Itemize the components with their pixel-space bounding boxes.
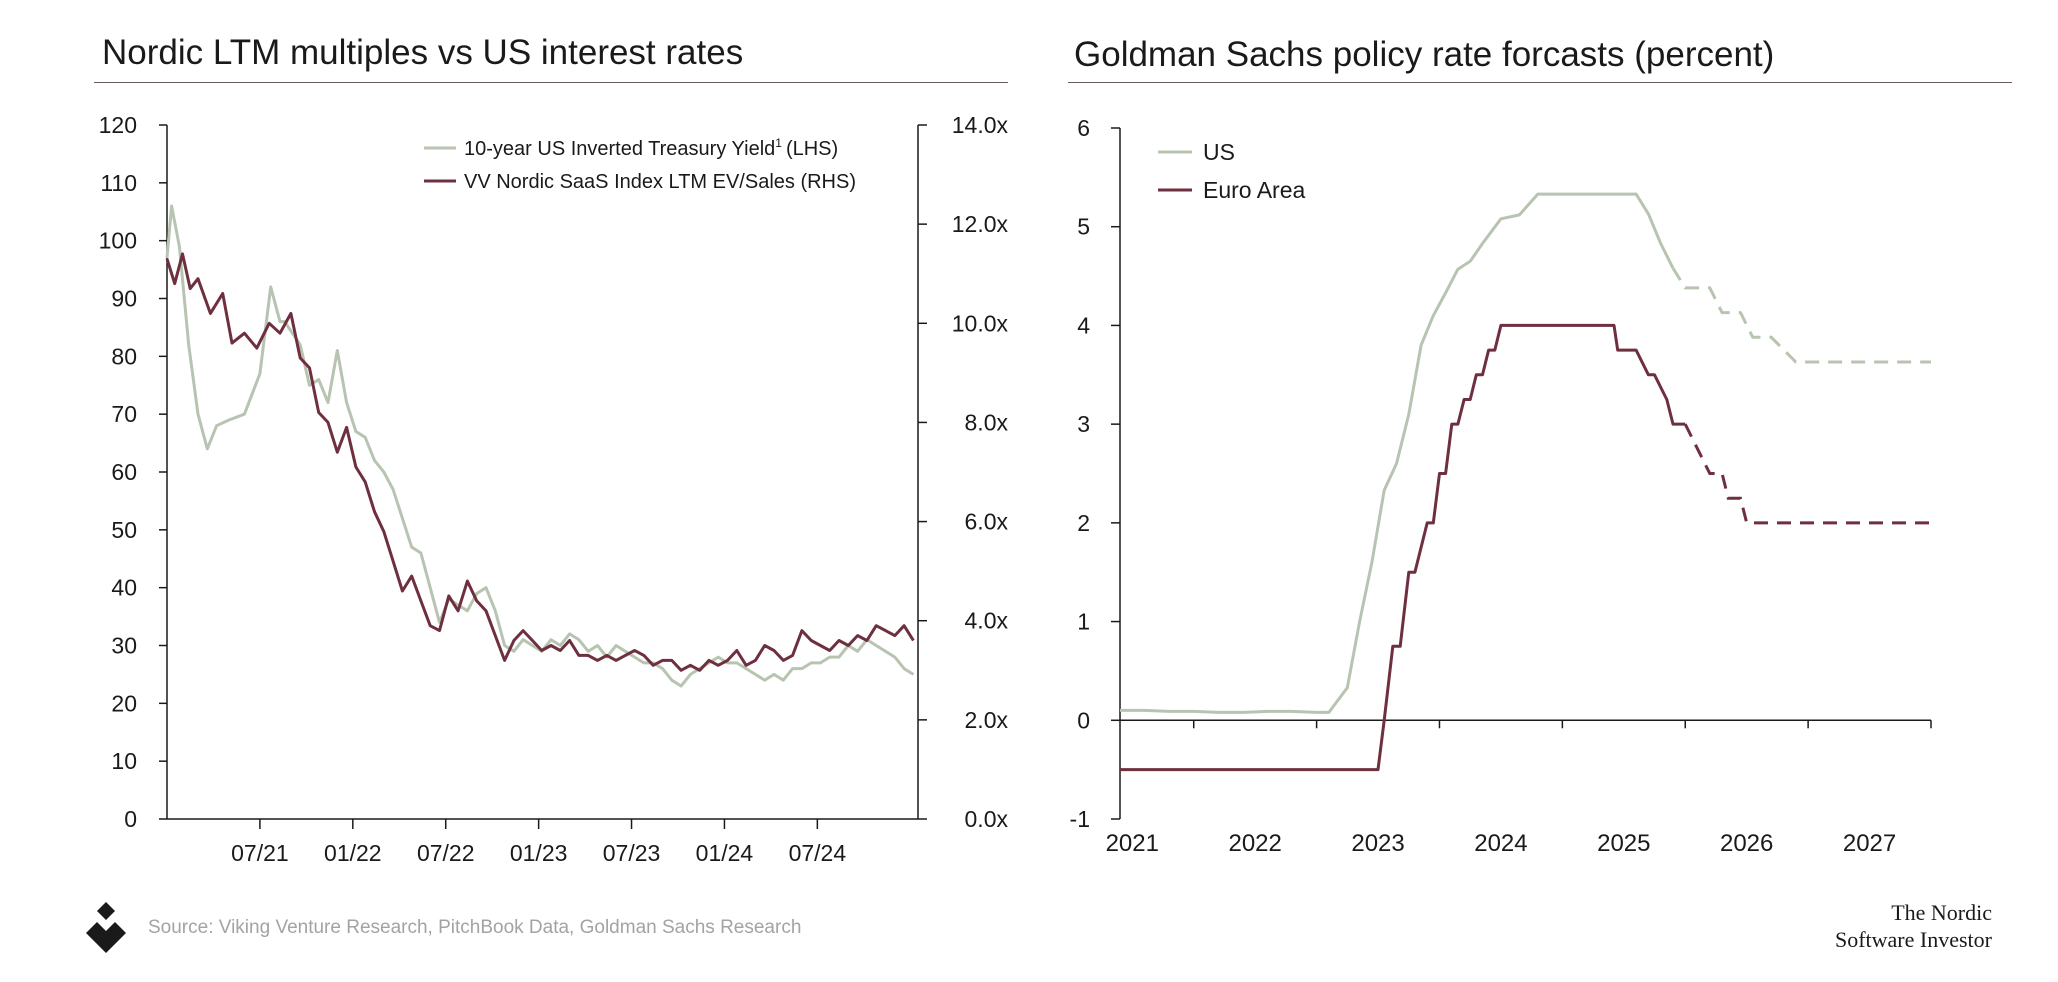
policy-x-tick-label: 2026 (1720, 830, 1773, 857)
source-note: Source: Viking Venture Research, PitchBo… (148, 917, 802, 938)
us-policy-rate-actual-line (1120, 192, 1675, 714)
policy-x-tick-label: 2027 (1843, 830, 1896, 857)
legend-label-us: US (1203, 139, 1235, 165)
left-y-tick-label: 70 (111, 401, 137, 427)
right-y-tick-label: 0.0x (965, 806, 1009, 832)
policy-y-tick-label: 0 (1077, 707, 1090, 733)
x-tick-label: 01/24 (696, 840, 754, 866)
right-y-tick-label: 6.0x (965, 509, 1009, 535)
brand-wordmark: The Nordic Software Investor (1835, 899, 1992, 953)
policy-y-tick-label: -1 (1070, 806, 1090, 832)
x-tick-label: 07/23 (603, 840, 661, 866)
policy-y-tick-label: 2 (1077, 510, 1090, 536)
left-y-tick-label: 40 (111, 575, 137, 601)
left-title-rule (94, 82, 1008, 83)
policy-y-tick-label: 1 (1077, 609, 1090, 635)
left-y-tick-label: 90 (111, 286, 137, 312)
right-title-rule (1068, 82, 2012, 83)
x-tick-label: 01/22 (324, 840, 382, 866)
right-chart: -1 0 1 2 3 4 5 6 2021 2022 2023 2024 2025 2026 2027 US E… (1070, 115, 1932, 857)
left-y-tick-label: 120 (99, 112, 137, 138)
x-tick-label: 07/24 (789, 840, 847, 866)
euro-area-policy-rate-actual-line (1120, 323, 1686, 772)
left-y-tick-label: 110 (100, 170, 137, 196)
policy-x-tick-label: 2023 (1351, 830, 1404, 857)
right-y-tick-label: 10.0x (952, 310, 1009, 336)
left-y-tick-label: 30 (111, 633, 137, 659)
legend-us-text: 10-year US Inverted Treasury Yield (464, 138, 775, 160)
us-policy-rate-forecast-line (1671, 267, 1931, 364)
legend-label-euro-area: Euro Area (1203, 177, 1305, 203)
left-chart-title: Nordic LTM multiples vs US interest rate… (102, 33, 744, 72)
right-chart-title: Goldman Sachs policy rate forcasts (perc… (1074, 35, 1775, 74)
policy-x-tick-label: 2024 (1474, 830, 1527, 857)
left-y-tick-label: 80 (111, 343, 137, 369)
left-y-tick-label: 20 (111, 690, 137, 716)
legend-us-suffix: (LHS) (786, 138, 838, 160)
viking-logo-icon (86, 902, 126, 953)
left-y-tick-label: 10 (111, 748, 137, 774)
nordic-saas-multiple-line (165, 252, 915, 672)
x-tick-label: 01/23 (510, 840, 568, 866)
left-y-tick-label: 100 (99, 228, 137, 254)
brand-line-1: The Nordic (1891, 900, 1992, 925)
left-y-tick-label: 60 (111, 459, 137, 485)
policy-y-tick-label: 6 (1077, 115, 1090, 141)
x-tick-label: 07/22 (417, 840, 475, 866)
legend-us-footnote: 1 (775, 136, 782, 150)
right-y-tick-label: 8.0x (965, 409, 1009, 435)
policy-x-tick-label: 2025 (1597, 830, 1650, 857)
right-y-tick-label: 12.0x (952, 211, 1009, 237)
policy-y-tick-label: 5 (1077, 214, 1090, 240)
brand-line-2: Software Investor (1834, 927, 1992, 952)
right-y-tick-label: 14.0x (952, 112, 1009, 138)
legend-label-nordic-saas: VV Nordic SaaS Index LTM EV/Sales (RHS) (464, 171, 856, 193)
x-tick-label: 07/21 (231, 840, 289, 866)
right-y-tick-label: 4.0x (965, 608, 1009, 634)
legend-label-us-yield: 10-year US Inverted Treasury Yield1 (LHS) (464, 136, 838, 160)
policy-y-tick-label: 4 (1077, 312, 1090, 338)
policy-x-tick-label: 2021 (1106, 830, 1159, 857)
right-y-tick-label: 2.0x (965, 707, 1009, 733)
left-chart: 0 10 20 30 40 50 60 70 80 90 100 110 120 0.0x 2.0x 4.0x… (99, 112, 1009, 866)
left-y-tick-label: 0 (124, 806, 137, 832)
left-y-tick-label: 50 (111, 517, 137, 543)
policy-x-tick-label: 2022 (1228, 830, 1281, 857)
euro-area-policy-rate-forecast-line (1683, 423, 1931, 525)
policy-y-tick-label: 3 (1077, 411, 1090, 437)
